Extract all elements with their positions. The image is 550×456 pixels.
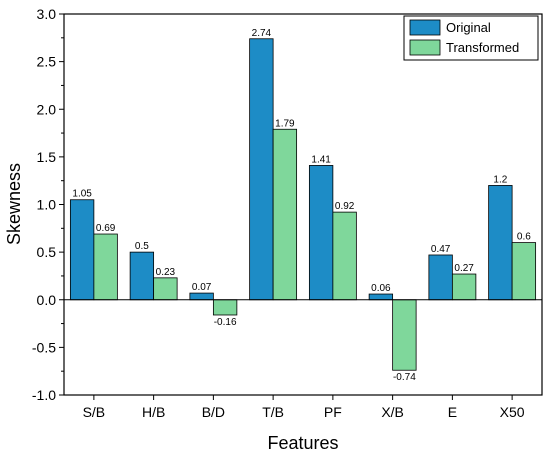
x-tick-label-6: E <box>448 404 457 420</box>
data-label-original-7: 1.2 <box>493 174 507 185</box>
bar-original-5 <box>368 293 394 301</box>
legend: Original Transformed <box>403 15 539 61</box>
y-tick-label-1: -0.5 <box>32 339 56 355</box>
bar-original-3 <box>249 38 274 301</box>
data-label-transformed-0: 0.69 <box>96 223 116 234</box>
bars-layer <box>69 38 537 371</box>
bar-transformed-3 <box>272 128 298 301</box>
y-tick-label-6: 2.0 <box>37 101 57 117</box>
legend-swatch-original <box>409 19 441 36</box>
x-axis: S/B H/B B/D T/B PF X/B E X50 <box>83 395 525 420</box>
data-label-transformed-6: 0.27 <box>454 263 474 274</box>
bar-transformed-6 <box>451 273 477 301</box>
data-label-transformed-3: 1.79 <box>275 118 295 129</box>
legend-swatch-transformed <box>409 39 441 56</box>
bar-original-7 <box>488 185 513 301</box>
x-tick-label-7: X50 <box>500 404 525 420</box>
bar-transformed-0 <box>93 233 118 301</box>
data-label-original-4: 1.41 <box>311 154 331 165</box>
y-tick-label-5: 1.5 <box>37 149 57 165</box>
data-label-transformed-4: 0.92 <box>335 201 355 212</box>
data-label-original-6: 0.47 <box>431 244 451 255</box>
legend-label-original: Original <box>446 20 491 35</box>
y-axis-title: Skewness <box>4 163 24 245</box>
bar-transformed-5 <box>392 299 417 371</box>
x-tick-label-4: PF <box>324 404 342 420</box>
data-label-original-2: 0.07 <box>192 282 212 293</box>
y-tick-label-2: 0.0 <box>37 292 57 308</box>
y-tick-label-0: -1.0 <box>32 387 56 403</box>
data-label-original-5: 0.06 <box>371 283 391 294</box>
bar-transformed-4 <box>332 211 357 301</box>
bar-original-0 <box>69 199 95 301</box>
data-label-transformed-2: -0.16 <box>214 317 237 328</box>
data-labels-layer: 1.05 0.5 0.07 2.74 1.41 0.06 0.47 1.2 0.69 0.23 -0… <box>72 28 531 383</box>
y-tick-label-4: 1.0 <box>37 197 57 213</box>
y-tick-label-7: 2.5 <box>37 54 57 70</box>
bar-transformed-1 <box>153 277 178 301</box>
data-label-transformed-1: 0.23 <box>156 267 176 278</box>
bar-original-1 <box>129 251 155 301</box>
bar-transformed-2 <box>212 299 238 316</box>
x-tick-label-2: B/D <box>202 404 225 420</box>
bar-original-6 <box>428 254 453 301</box>
bar-original-4 <box>308 165 334 301</box>
data-label-original-0: 1.05 <box>72 189 92 200</box>
x-tick-label-3: T/B <box>262 404 284 420</box>
x-tick-label-0: S/B <box>83 404 106 420</box>
bar-transformed-7 <box>511 242 537 301</box>
x-axis-title: Features <box>267 433 338 453</box>
data-label-transformed-7: 0.6 <box>517 232 531 243</box>
plot-area <box>64 14 542 395</box>
data-label-original-3: 2.74 <box>252 28 272 39</box>
x-tick-label-5: X/B <box>381 404 404 420</box>
y-tick-label-3: 0.5 <box>37 244 57 260</box>
data-label-original-1: 0.5 <box>135 241 149 252</box>
legend-label-transformed: Transformed <box>446 40 519 55</box>
bar-original-2 <box>189 292 214 301</box>
y-tick-label-8: 3.0 <box>37 6 57 22</box>
x-tick-label-1: H/B <box>142 404 165 420</box>
data-label-transformed-5: -0.74 <box>393 372 416 383</box>
y-axis: -1.0 -0.5 0.0 0.5 1.0 1.5 2.0 2.5 3.0 <box>32 6 64 403</box>
